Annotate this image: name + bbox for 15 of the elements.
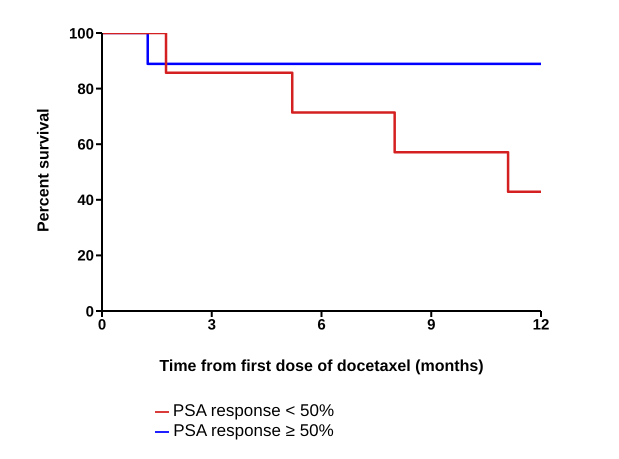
- x-tick-label: 3: [208, 316, 216, 334]
- x-tick-label: 0: [98, 316, 106, 334]
- x-axis-title: Time from first dose of docetaxel (months): [159, 358, 484, 375]
- y-tick-label: 40: [77, 192, 94, 210]
- legend-label: PSA response ≥ 50%: [173, 421, 334, 440]
- y-tick-label: 20: [77, 248, 94, 265]
- y-tick-label: 100: [68, 25, 94, 42]
- legend-label: PSA response < 50%: [172, 401, 334, 420]
- y-tick-label: 80: [77, 80, 94, 98]
- x-tick-label: 6: [317, 316, 326, 334]
- y-axis-title: Percent survival: [36, 108, 53, 232]
- y-tick-label: 60: [77, 136, 94, 154]
- x-tick-label: 9: [427, 316, 436, 334]
- y-tick-label: 0: [86, 303, 94, 320]
- x-tick-label: 12: [532, 316, 550, 334]
